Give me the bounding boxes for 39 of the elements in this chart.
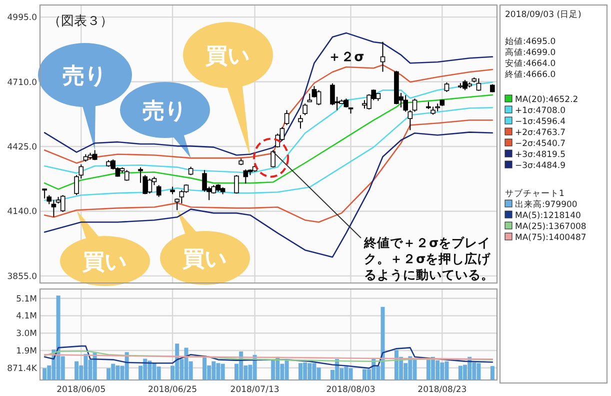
y-tick-label: 3855.0 [7,272,37,282]
y-tick-label: 4140.0 [7,207,37,218]
x-tick-label: 2018/08/03 [326,385,376,395]
y-tick-label: 4.1M [16,312,37,322]
y-tick-label: 871.4K [7,364,38,374]
text: 終値:4666.0 [504,69,556,80]
y-tick-label: 5.1M [16,294,37,304]
legend-label: MA(20):4652.2 [515,95,578,105]
legend-label: −3σ:4484.9 [515,161,566,171]
y-tick-label: 4710.0 [7,78,37,88]
legend-title: サブチャート1 [505,188,564,199]
legend-label: +3σ:4819.5 [515,150,566,160]
legend-label: +1σ:4708.0 [515,106,566,116]
text: 2018/09/03 (日足) [505,9,582,20]
text: 安値:4664.0 [505,58,556,69]
legend-label: +2σ:4763.7 [515,128,566,138]
text: 高値:4699.0 [505,47,556,58]
annotation: 買い [204,44,250,69]
y-tick-label: 3.0M [16,329,37,340]
x-tick-label: 2018/07/13 [230,385,280,395]
legend-label: −2σ:4540.7 [515,139,566,149]
legend-label: −1σ:4596.4 [515,117,566,127]
x-tick-label: 2018/06/05 [56,385,106,395]
x-tick-label: 2018/06/25 [148,385,198,395]
annotation: 売り [142,99,188,124]
legend-label: MA(75):1400487 [515,233,586,243]
annotation: 買い [82,250,128,275]
legend-label: 出来高:979900 [515,199,578,210]
legend-label: MA(25):1367008 [515,222,586,232]
annotation: 終値で＋２σをブレイク。＋２σを押し広げるように動いている。 [363,235,494,282]
text: 始値:4695.0 [505,36,556,47]
annotation: ＋２σ [328,50,364,66]
y-tick-label: 4425.0 [7,142,37,152]
y-tick-label: 4995.0 [7,13,37,24]
annotation: 買い [182,247,228,272]
x-tick-label: 2018/08/23 [418,385,467,395]
text: （図表３） [48,14,113,29]
legend-label: MA(5):1218140 [515,211,581,221]
y-tick-label: 1.9M [16,346,37,356]
